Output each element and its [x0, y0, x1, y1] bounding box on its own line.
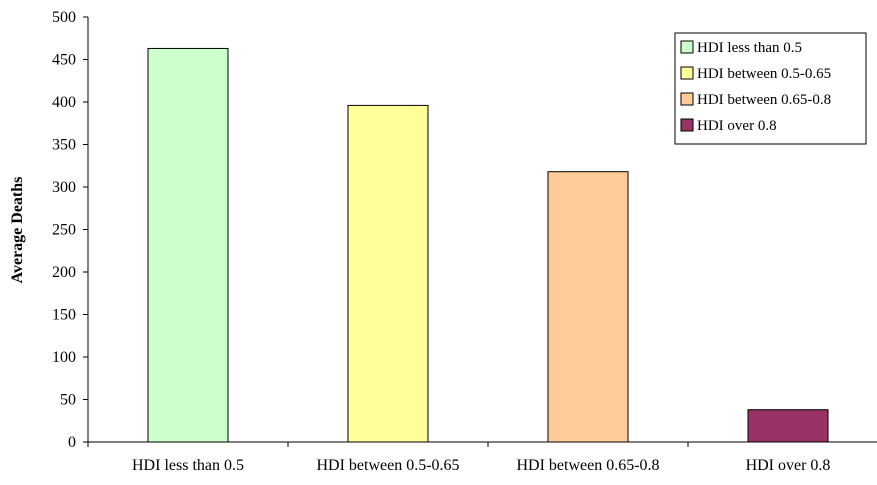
y-tick-label: 300: [52, 179, 76, 196]
legend-label: HDI less than 0.5: [697, 40, 802, 56]
y-tick-label: 50: [60, 392, 76, 409]
y-tick-label: 350: [52, 137, 76, 154]
bar: [547, 171, 629, 443]
y-tick-label: 450: [52, 52, 76, 69]
x-tick-label: HDI less than 0.5: [132, 457, 244, 474]
legend-label: HDI between 0.5-0.65: [697, 66, 831, 82]
y-axis-label: Average Deaths: [9, 177, 26, 284]
legend-swatch: [680, 66, 694, 80]
legend-label: HDI over 0.8: [697, 118, 777, 134]
legend-swatch: [680, 92, 694, 106]
bar: [347, 104, 429, 443]
y-tick-label: 500: [52, 9, 76, 26]
x-tick-label: HDI over 0.8: [746, 457, 831, 474]
y-tick-label: 400: [52, 94, 76, 111]
legend-swatch: [680, 118, 694, 132]
bar: [747, 409, 829, 443]
x-tick-label: HDI between 0.5-0.65: [316, 457, 459, 474]
y-axis-ticks: 0 50 100 150 200 250 300 350 400 450 500: [52, 9, 88, 451]
y-tick-label: 150: [52, 307, 76, 324]
legend-label: HDI between 0.65-0.8: [697, 92, 831, 108]
legend-box: [674, 32, 867, 145]
y-tick-label: 100: [52, 349, 76, 366]
y-tick-label: 200: [52, 264, 76, 281]
x-axis-ticks: HDI less than 0.5 HDI between 0.5-0.65 HDI…: [87, 442, 831, 474]
x-tick-label: HDI between 0.65-0.8: [516, 457, 659, 474]
bar: [147, 47, 229, 443]
legend-swatch: [680, 40, 694, 54]
legend: HDI less than 0.5 HDI between 0.5-0.65 HDI…: [674, 32, 867, 145]
y-tick-label: 0: [68, 434, 76, 451]
y-tick-label: 250: [52, 222, 76, 239]
bar-group: [147, 47, 829, 443]
